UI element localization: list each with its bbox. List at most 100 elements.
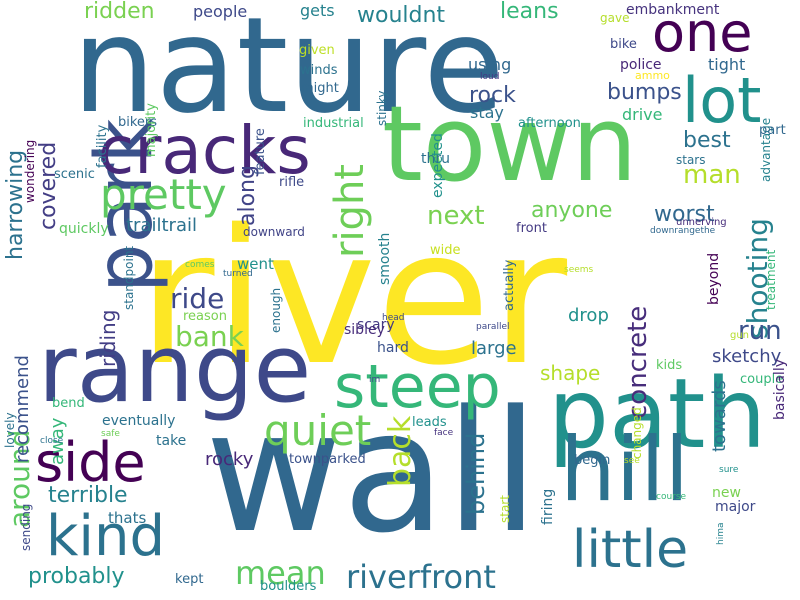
word: downward [243, 225, 305, 239]
word: downrangethe [650, 226, 716, 236]
word: smooth [377, 232, 393, 285]
word: anyone [531, 198, 613, 223]
word: police [620, 57, 662, 73]
word: rock [469, 83, 516, 108]
word: rocky [205, 449, 254, 470]
word: start [498, 495, 512, 523]
word: safe [101, 429, 120, 439]
word: seems [564, 265, 594, 275]
word: stars [676, 153, 706, 167]
word: probably [28, 564, 125, 589]
word: hima [716, 522, 726, 546]
word: reason [183, 309, 227, 324]
word: ammo [635, 69, 670, 82]
word: see [624, 456, 640, 466]
word: pretty [100, 170, 227, 219]
word: major [715, 499, 756, 515]
word: course [656, 492, 687, 502]
word: comes [185, 260, 215, 270]
word: terrible [48, 483, 128, 508]
word: gun [730, 330, 750, 341]
word: gave [600, 11, 630, 25]
word: drop [568, 305, 609, 326]
word: nature [72, 0, 505, 143]
word: bend [52, 396, 85, 411]
word: path [548, 358, 767, 470]
word: changed [630, 407, 644, 459]
word: scary [357, 317, 395, 333]
word: kind [46, 504, 166, 569]
word: scenic [54, 167, 95, 182]
word: lovely [3, 412, 17, 448]
word: quiet [264, 406, 372, 455]
word: unnerving [676, 217, 727, 228]
word: one [652, 1, 753, 64]
word: large [471, 338, 517, 359]
word: wide [430, 243, 461, 258]
word: steep [334, 352, 501, 422]
word: basically [772, 359, 788, 420]
word: trailtrail [126, 215, 197, 236]
word: feature [253, 128, 268, 175]
word: stay [470, 103, 504, 122]
word: wondering [23, 139, 37, 203]
word: beyond [706, 252, 722, 305]
word: turned [223, 269, 253, 279]
word: kids [656, 358, 683, 373]
word: part [759, 123, 786, 138]
word: bank [175, 320, 244, 353]
word: behind [462, 432, 490, 515]
word: face [434, 428, 454, 438]
word: towards [709, 380, 730, 452]
word: right [327, 164, 373, 258]
word: covered [36, 141, 61, 230]
word: bumps [607, 80, 682, 105]
word: majority [144, 103, 159, 157]
word: boulders [260, 579, 317, 594]
word: im [369, 375, 381, 385]
word: town [382, 83, 638, 205]
word: embankment [626, 2, 720, 18]
word: thats [108, 509, 147, 527]
word: riverfront [346, 558, 496, 596]
word: worst [654, 202, 715, 227]
word: sketchy [712, 346, 782, 367]
word: tight [708, 55, 746, 74]
word: stinky [375, 90, 389, 126]
word: leads [412, 415, 447, 430]
word: couple [740, 372, 784, 387]
word: hard [377, 340, 409, 356]
word: best [683, 128, 731, 153]
word: mean [235, 554, 326, 592]
word: actually [502, 259, 517, 311]
word: little [572, 520, 689, 580]
word: townparked [289, 452, 366, 467]
word: side [35, 431, 146, 494]
word: front [516, 221, 547, 236]
word: standpoint [122, 245, 136, 310]
word: concrete [623, 305, 653, 419]
word: drive [622, 105, 663, 124]
word: man [683, 160, 741, 190]
word: begin [574, 453, 611, 468]
word: ride [170, 282, 225, 315]
word: quickly [59, 221, 109, 237]
word: thru [421, 151, 450, 167]
word: hill [560, 418, 690, 521]
word: parallel [476, 322, 510, 332]
word: lot [682, 64, 762, 137]
word: enough [269, 287, 283, 333]
word: riding [96, 309, 120, 367]
word: afternoon [518, 116, 581, 131]
word: facility [95, 124, 110, 168]
word: bike [610, 37, 637, 52]
word: run [738, 316, 782, 346]
word: using [468, 55, 512, 74]
word: gets [300, 1, 335, 20]
word: treatment [764, 249, 778, 310]
word: industrial [303, 116, 364, 131]
word: winds [300, 63, 338, 78]
word: went [237, 255, 274, 273]
word: might [301, 81, 339, 96]
